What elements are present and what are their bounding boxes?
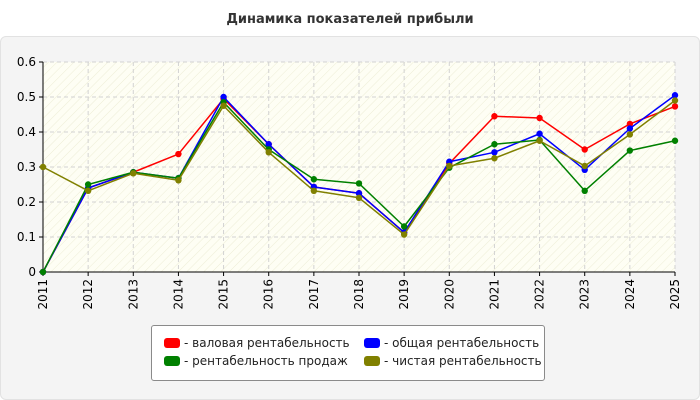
point-3-2022 (536, 137, 543, 144)
point-0-2023 (581, 146, 588, 153)
legend: - валовая рентабельность - общая рентабе… (151, 325, 545, 381)
point-3-2017 (310, 187, 318, 194)
legend-item-gross: - валовая рентабельность (164, 336, 350, 350)
point-1-2016 (265, 141, 272, 148)
legend-item-sales: - рентабельность продаж (164, 354, 348, 368)
x-tick-label-2013: 2013 (126, 279, 140, 310)
x-tick-label-2014: 2014 (171, 279, 185, 310)
point-2-2019 (400, 223, 408, 230)
x-tick-label-2024: 2024 (623, 279, 637, 310)
point-0-2022 (536, 114, 543, 122)
point-3-2012 (84, 187, 92, 194)
legend-swatch-total (364, 338, 380, 348)
x-tick-label-2018: 2018 (352, 279, 366, 310)
y-tick-label-0: 0 (28, 265, 36, 279)
point-3-2011 (39, 163, 47, 171)
point-3-2020 (446, 162, 453, 170)
x-tick-label-2020: 2020 (442, 279, 456, 310)
y-tick-label-4: 0.4 (17, 125, 36, 139)
x-tick-label-2016: 2016 (262, 279, 276, 310)
tick-labels: 0 0.1 0.2 0.3 0.4 0.5 0.6 2011 2012 2013 2014 2015 2… (17, 55, 682, 310)
point-1-2018 (355, 190, 363, 197)
point-3-2016 (265, 149, 272, 156)
legend-label-total: - общая рентабельность (384, 336, 540, 350)
legend-swatch-gross (164, 338, 180, 348)
y-tick-label-5: 0.5 (17, 90, 36, 104)
point-1-2015 (220, 93, 227, 101)
chart-title: Динамика показателей прибыли (226, 12, 474, 27)
legend-label-sales: - рентабельность продаж (184, 354, 348, 368)
legend-label-gross: - валовая рентабельность (184, 336, 350, 350)
x-tick-label-2015: 2015 (217, 279, 231, 310)
x-tick-label-2025: 2025 (668, 279, 682, 310)
point-3-2014 (175, 177, 182, 184)
legend-item-total: - общая рентабельность (364, 336, 539, 350)
point-2-2017 (310, 176, 318, 183)
point-0-2014 (175, 150, 182, 158)
legend-swatch-net (364, 356, 380, 366)
y-tick-label-6: 0.6 (17, 55, 36, 69)
legend-swatch-sales (164, 356, 180, 366)
y-tick-label-2: 0.2 (17, 195, 36, 209)
point-1-2024 (626, 125, 634, 132)
y-tick-label-3: 0.3 (17, 160, 36, 174)
series-group (39, 92, 679, 276)
series-3 (39, 97, 679, 238)
point-2-2021 (491, 141, 498, 148)
point-3-2024 (626, 131, 634, 138)
point-3-2018 (355, 194, 363, 201)
point-0-2024 (626, 120, 634, 128)
point-2-2023 (581, 187, 588, 194)
x-tick-label-2022: 2022 (533, 279, 547, 310)
legend-label-net: - чистая рентабельность (384, 354, 542, 368)
point-3-2019 (400, 231, 408, 238)
point-3-2025 (671, 97, 679, 104)
point-2-2018 (355, 180, 363, 187)
x-tick-label-2011: 2011 (36, 279, 50, 310)
point-0-2025 (671, 103, 679, 110)
x-tick-label-2021: 2021 (487, 279, 501, 310)
point-3-2013 (130, 170, 137, 177)
point-0-2021 (491, 113, 498, 120)
point-1-2025 (671, 92, 679, 99)
y-tick-label-1: 0.1 (17, 230, 36, 244)
legend-item-net: - чистая рентабельность (364, 354, 542, 368)
point-3-2015 (220, 102, 227, 109)
point-2-2025 (671, 137, 679, 144)
point-3-2021 (491, 155, 498, 162)
point-1-2022 (536, 130, 543, 137)
point-1-2021 (491, 149, 498, 156)
point-3-2023 (581, 162, 588, 170)
x-tick-label-2012: 2012 (81, 279, 95, 310)
x-tick-label-2017: 2017 (307, 279, 321, 310)
point-2-2012 (84, 181, 92, 188)
x-tick-label-2019: 2019 (397, 279, 411, 310)
x-tick-label-2023: 2023 (578, 279, 592, 310)
point-2-2024 (626, 147, 634, 154)
point-2-2011 (39, 268, 47, 276)
